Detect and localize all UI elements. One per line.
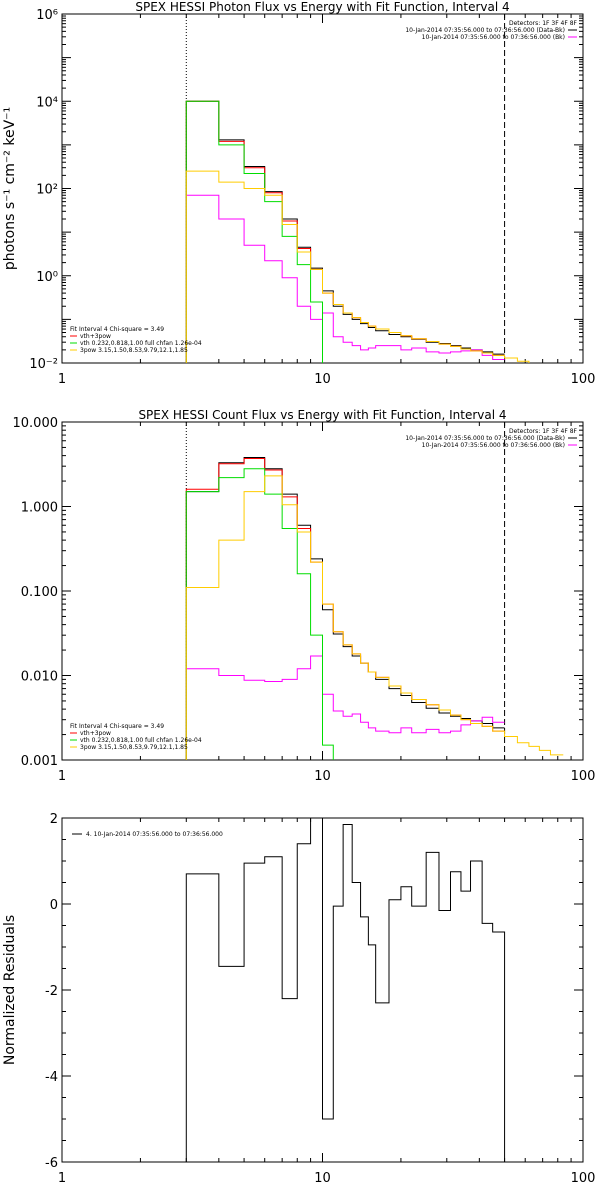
- series-line-2: [185, 655, 505, 760]
- y-tick-label: 1.000: [21, 501, 58, 516]
- y-tick-label: 0.100: [21, 585, 58, 600]
- fit-legend-entry: 3pow 3.15,1.50,8.53,9.79,12.1,1.85: [80, 744, 188, 751]
- x-tick-label: 100: [571, 1171, 596, 1186]
- y-axis-label: Normalized Residuals: [2, 915, 18, 1065]
- y-tick-label: -4: [45, 1070, 58, 1085]
- interval-label: 10-Jan-2014 07:35:56.000 to 07:36:56.000…: [422, 34, 565, 41]
- interval-label: 10-Jan-2014 07:35:56.000 to 07:36:56.000…: [405, 435, 565, 442]
- series-line-4: [185, 100, 323, 363]
- fit-legend-entry: vth 0.232,0.818,1.00 full chfan 1.26e-04: [80, 737, 202, 744]
- detectors-label: Detectors: 1F 3F 4F 8F: [509, 428, 578, 435]
- x-tick-label: 100: [571, 769, 596, 784]
- interval-label: 10-Jan-2014 07:35:56.000 to 07:36:56.000…: [422, 442, 565, 449]
- series-line-1: [185, 818, 506, 1162]
- series-group: [185, 100, 530, 363]
- x-tick-label: 1: [58, 372, 66, 387]
- chart-panel-2: SPEX HESSI Count Flux vs Energy with Fit…: [13, 408, 596, 784]
- y-tick-label: -6: [45, 1156, 58, 1171]
- series-group: [185, 457, 564, 760]
- y-tick-label: -2: [45, 984, 58, 999]
- series-line-1: [185, 100, 505, 363]
- y-tick-label: 10⁴: [36, 95, 58, 110]
- chart-panel-3: Normalized Residuals 1 10 100 -6 -4 -2 0 2 4. 10-…: [2, 812, 595, 1186]
- x-tick-label: 1: [58, 769, 66, 784]
- chart-title: SPEX HESSI Photon Flux vs Energy with Fi…: [135, 0, 509, 14]
- x-tick-label: 10: [314, 372, 331, 387]
- series-line-5: [185, 475, 564, 760]
- y-tick-label: 10⁶: [36, 8, 58, 23]
- fit-legend-entry: vth+3pow: [80, 730, 111, 737]
- x-tick-label: 10: [314, 769, 331, 784]
- y-tick-label: 10²: [36, 183, 58, 198]
- series-line-2: [185, 194, 505, 363]
- y-tick-label: 10⁻²: [29, 357, 58, 372]
- chart-title: SPEX HESSI Count Flux vs Energy with Fit…: [138, 408, 506, 422]
- residual-legend-text: 4. 10-Jan-2014 07:35:56.000 to 07:36:56.…: [86, 831, 223, 838]
- x-tick-label: 1: [58, 1171, 66, 1186]
- chart-panel-1: SPEX HESSI Photon Flux vs Energy with Fi…: [2, 0, 595, 387]
- fit-legend-header: Fit Interval 4 Chi-square = 3.49: [70, 723, 164, 730]
- y-tick-label: 10.000: [13, 416, 59, 431]
- fit-legend-entry: vth 0.232,0.818,1.00 full chfan 1.26e-04: [80, 340, 202, 347]
- series-line-5: [185, 170, 530, 363]
- x-tick-label: 100: [571, 372, 596, 387]
- fit-legend-header: Fit Interval 4 Chi-square = 3.49: [70, 326, 164, 333]
- fit-legend-entry: 3pow 3.15,1.50,8.53,9.79,12.1,1.85: [80, 347, 188, 354]
- detectors-label: Detectors: 1F 3F 4F 8F: [509, 20, 578, 27]
- interval-label: 10-Jan-2014 07:35:56.000 to 07:36:56.000…: [405, 27, 565, 34]
- series-line-4: [185, 468, 334, 760]
- y-axis-label: photons s⁻¹ cm⁻² keV⁻¹: [2, 107, 18, 270]
- y-tick-label: 0.010: [21, 670, 58, 685]
- y-tick-label: 10⁰: [36, 270, 58, 285]
- y-tick-label: 2: [50, 812, 58, 827]
- x-tick-label: 10: [314, 1171, 331, 1186]
- y-tick-label: 0.001: [21, 754, 58, 769]
- fit-legend-entry: vth+3pow: [80, 333, 111, 340]
- series-group: [185, 818, 506, 1162]
- series-line-3: [185, 100, 505, 363]
- y-tick-label: 0: [50, 898, 58, 913]
